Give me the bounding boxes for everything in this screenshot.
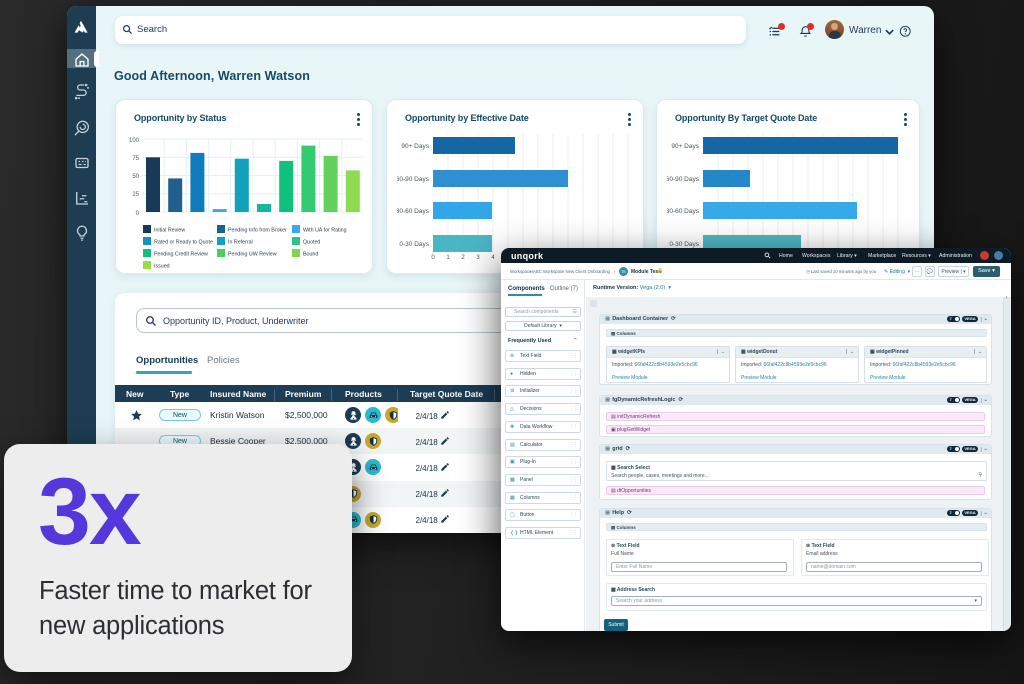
svg-text:0-30 Days: 0-30 Days — [399, 241, 429, 248]
svg-text:30-60 Days: 30-60 Days — [397, 208, 430, 215]
svg-text:Issued: Issued — [154, 264, 170, 270]
svg-text:2: 2 — [461, 255, 465, 261]
svg-text:Initial Review: Initial Review — [154, 228, 185, 234]
svg-text:100: 100 — [129, 138, 140, 144]
svg-text:3: 3 — [476, 255, 480, 261]
svg-text:0: 0 — [431, 255, 435, 261]
svg-text:Pending Credit Review: Pending Credit Review — [154, 252, 208, 258]
svg-text:Bound: Bound — [303, 252, 318, 258]
svg-text:60-90 Days: 60-90 Days — [397, 176, 430, 183]
svg-text:0: 0 — [136, 211, 140, 217]
svg-text:60-90 Days: 60-90 Days — [667, 176, 700, 183]
svg-text:90+ Days: 90+ Days — [401, 143, 429, 150]
svg-text:30-60 Days: 30-60 Days — [667, 208, 700, 215]
svg-text:4: 4 — [491, 255, 495, 261]
svg-text:Pending Info from Broker: Pending Info from Broker — [228, 228, 287, 234]
svg-text:50: 50 — [132, 174, 139, 180]
svg-text:In Referral: In Referral — [228, 240, 253, 246]
svg-text:Rated or Ready to Quote: Rated or Ready to Quote — [154, 240, 213, 246]
svg-text:25: 25 — [132, 192, 139, 198]
svg-text:90+ Days: 90+ Days — [671, 143, 699, 150]
svg-text:Pending UW Review: Pending UW Review — [228, 252, 277, 258]
svg-text:1: 1 — [446, 255, 450, 261]
svg-text:With UA for Rating: With UA for Rating — [303, 228, 347, 234]
svg-text:75: 75 — [132, 156, 139, 162]
svg-text:0-30 Days: 0-30 Days — [669, 241, 699, 248]
svg-text:Quoted: Quoted — [303, 240, 320, 246]
